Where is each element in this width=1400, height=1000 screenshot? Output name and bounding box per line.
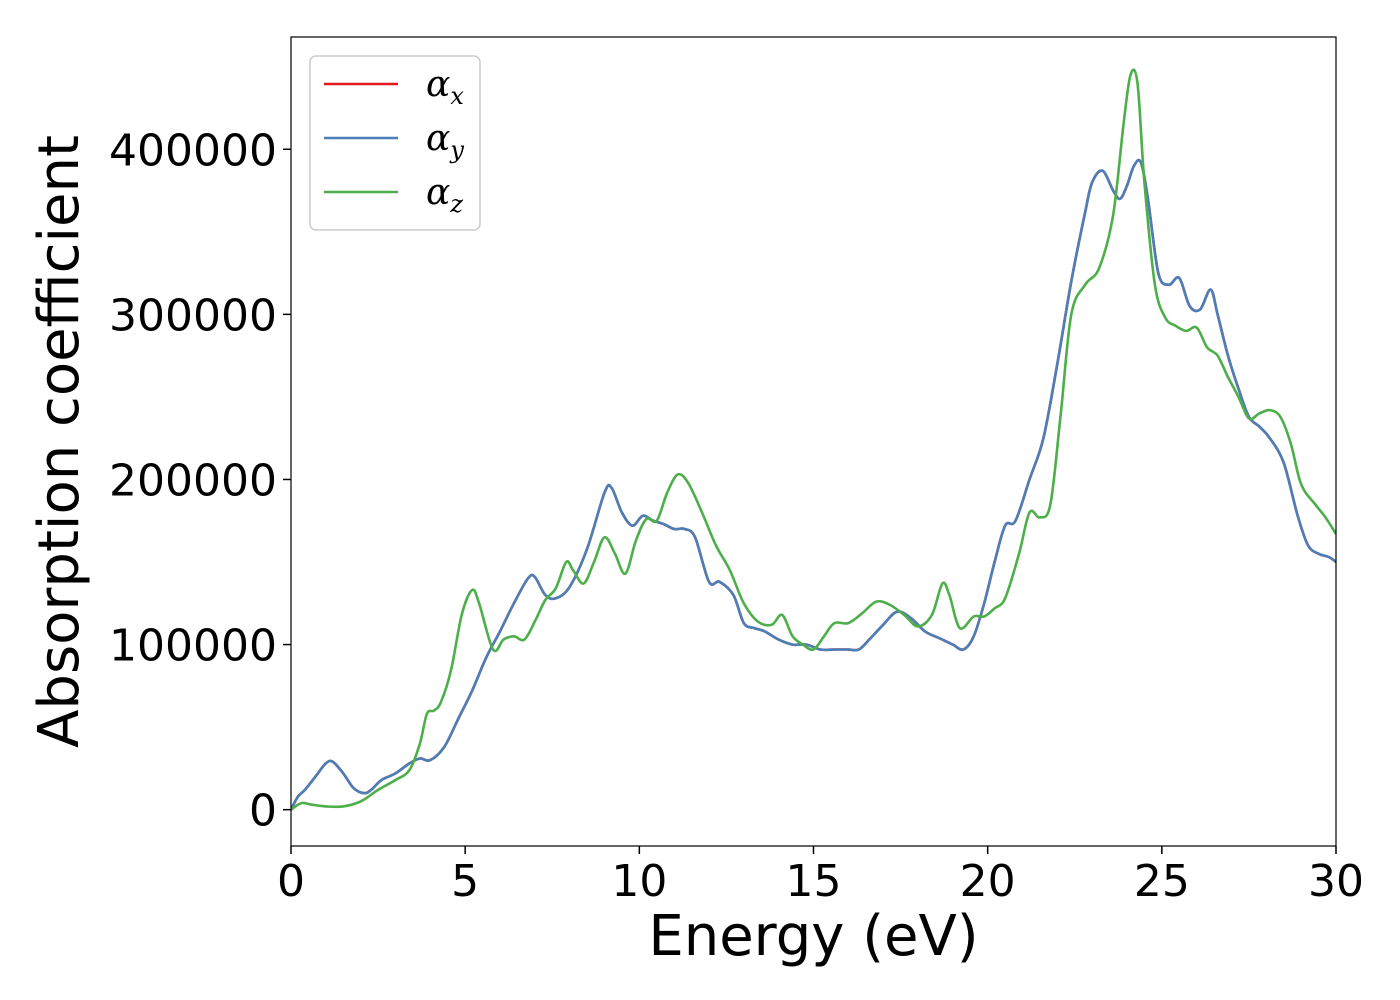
x-tick-label: 30 — [1308, 856, 1364, 907]
legend-box — [309, 55, 481, 231]
y-axis-label: Absorption coefficient — [27, 135, 92, 748]
x-tick-label: 10 — [611, 856, 667, 907]
x-tick-label: 15 — [786, 856, 842, 907]
y-tick-label: 400000 — [109, 125, 277, 176]
series-layer — [291, 68, 1336, 811]
y-tick-label: 0 — [249, 786, 277, 837]
series-line-x — [291, 158, 1336, 811]
legend-label-y: αy — [426, 118, 464, 164]
x-tick-label: 25 — [1134, 856, 1190, 907]
legend-label-z: αz — [426, 172, 463, 218]
ticks-layer: 0 5 10 15 20 25 30 0 100000 200000 300000 400000 — [109, 125, 1364, 907]
series-line-z — [291, 68, 1336, 811]
series-line-y — [291, 158, 1336, 811]
x-tick-label: 5 — [451, 856, 479, 907]
y-tick-label: 100000 — [109, 621, 277, 672]
x-axis-label: Energy (eV) — [648, 904, 978, 969]
y-tick-label: 300000 — [109, 290, 277, 341]
legend-label-x: αx — [426, 64, 464, 110]
legend: αx αy αz — [309, 55, 481, 231]
y-tick-label: 200000 — [109, 455, 277, 506]
x-tick-label: 0 — [277, 856, 305, 907]
x-tick-label: 20 — [960, 856, 1016, 907]
